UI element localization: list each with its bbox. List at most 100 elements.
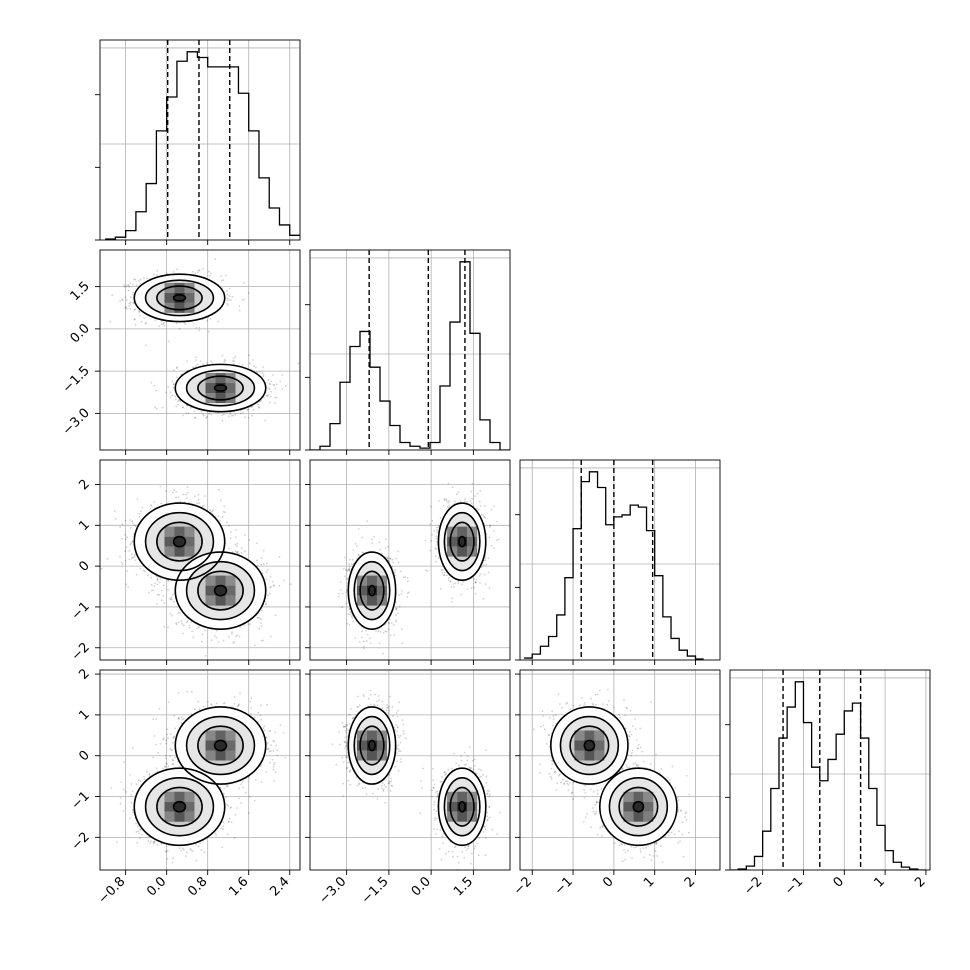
sample-point [251,405,254,408]
sample-point [123,285,126,288]
sample-point [150,381,153,384]
sample-point [143,317,146,319]
sample-point [172,386,175,389]
sample-point [224,360,227,362]
sample-point [175,367,178,370]
sample-point [140,510,142,513]
sample-point [232,363,235,365]
sample-point [175,405,178,408]
sample-point [201,633,204,636]
sample-point [139,567,142,570]
sample-point [152,589,155,592]
sample-point [247,292,250,294]
sample-point [233,641,236,643]
sample-point [159,578,162,580]
contour-line [156,285,203,311]
sample-point [208,413,210,415]
sample-point [131,283,134,286]
sample-point [235,635,238,638]
sample-point [231,295,234,298]
x-axis-1-1 [346,450,474,455]
histogram-3 [730,681,926,870]
sample-point [149,507,152,510]
sample-point [182,493,185,496]
gridlines [730,670,930,870]
sample-point [175,491,178,493]
y-tick-label: −3.0 [60,406,93,439]
sample-point [269,383,271,385]
sample-point [226,289,229,292]
sample-point [131,556,133,559]
sample-point [206,415,208,418]
sample-point [125,285,128,288]
sample-point [260,557,263,559]
hist-y-ticks-3 [725,724,730,871]
sample-point [130,542,132,544]
sample-point [175,322,178,325]
sample-point [202,413,205,416]
sample-point [248,539,251,541]
sample-point [158,581,161,584]
sample-point [274,402,277,404]
sample-point [275,396,278,399]
sample-point [269,635,272,638]
sample-point [129,543,132,546]
sample-point [267,394,269,396]
sample-point [144,570,146,573]
density-cell [225,383,236,394]
sample-point [284,385,287,387]
sample-point [217,488,220,491]
sample-point [244,550,246,553]
sample-point [113,510,116,513]
sample-point [256,542,258,545]
sample-point [133,278,136,281]
sample-point [283,579,285,582]
contour-line [197,375,244,401]
sample-point [162,323,165,325]
sample-point [229,411,232,414]
sample-point [209,274,212,277]
sample-point [260,618,263,621]
sample-point [131,540,134,543]
sample-point [194,416,196,419]
x-axis-2-2 [531,660,696,665]
sample-point [235,536,237,539]
sample-point [197,493,200,496]
panel-content [520,460,720,660]
sample-point [179,612,182,614]
sample-point [222,639,225,642]
sample-point [262,366,264,368]
sample-point [114,517,117,520]
sample-point [138,512,141,515]
sample-point [156,578,159,581]
sample-point [262,375,265,378]
sample-point [156,603,159,605]
sample-point [147,574,150,577]
sample-point [135,573,138,576]
sample-point [171,380,174,383]
sample-point [209,318,212,320]
sample-point [230,414,233,417]
sample-point [232,642,235,644]
sample-point [191,270,194,273]
sample-point [176,376,179,379]
sample-point [139,314,141,317]
sample-point [243,624,246,627]
sample-point [267,378,270,381]
sample-point [134,323,137,326]
sample-point [232,357,235,360]
density-cell [174,282,185,293]
contour-line [185,369,256,407]
sample-point [170,598,173,601]
sample-point [184,493,187,496]
sample-point [261,371,264,374]
sample-point [182,406,185,409]
sample-point [150,576,153,579]
sample-point [194,495,196,498]
sample-point [132,522,134,525]
sample-point [226,302,228,305]
sample-point [176,403,179,406]
sample-point [125,583,128,586]
panel-frame [309,249,511,451]
